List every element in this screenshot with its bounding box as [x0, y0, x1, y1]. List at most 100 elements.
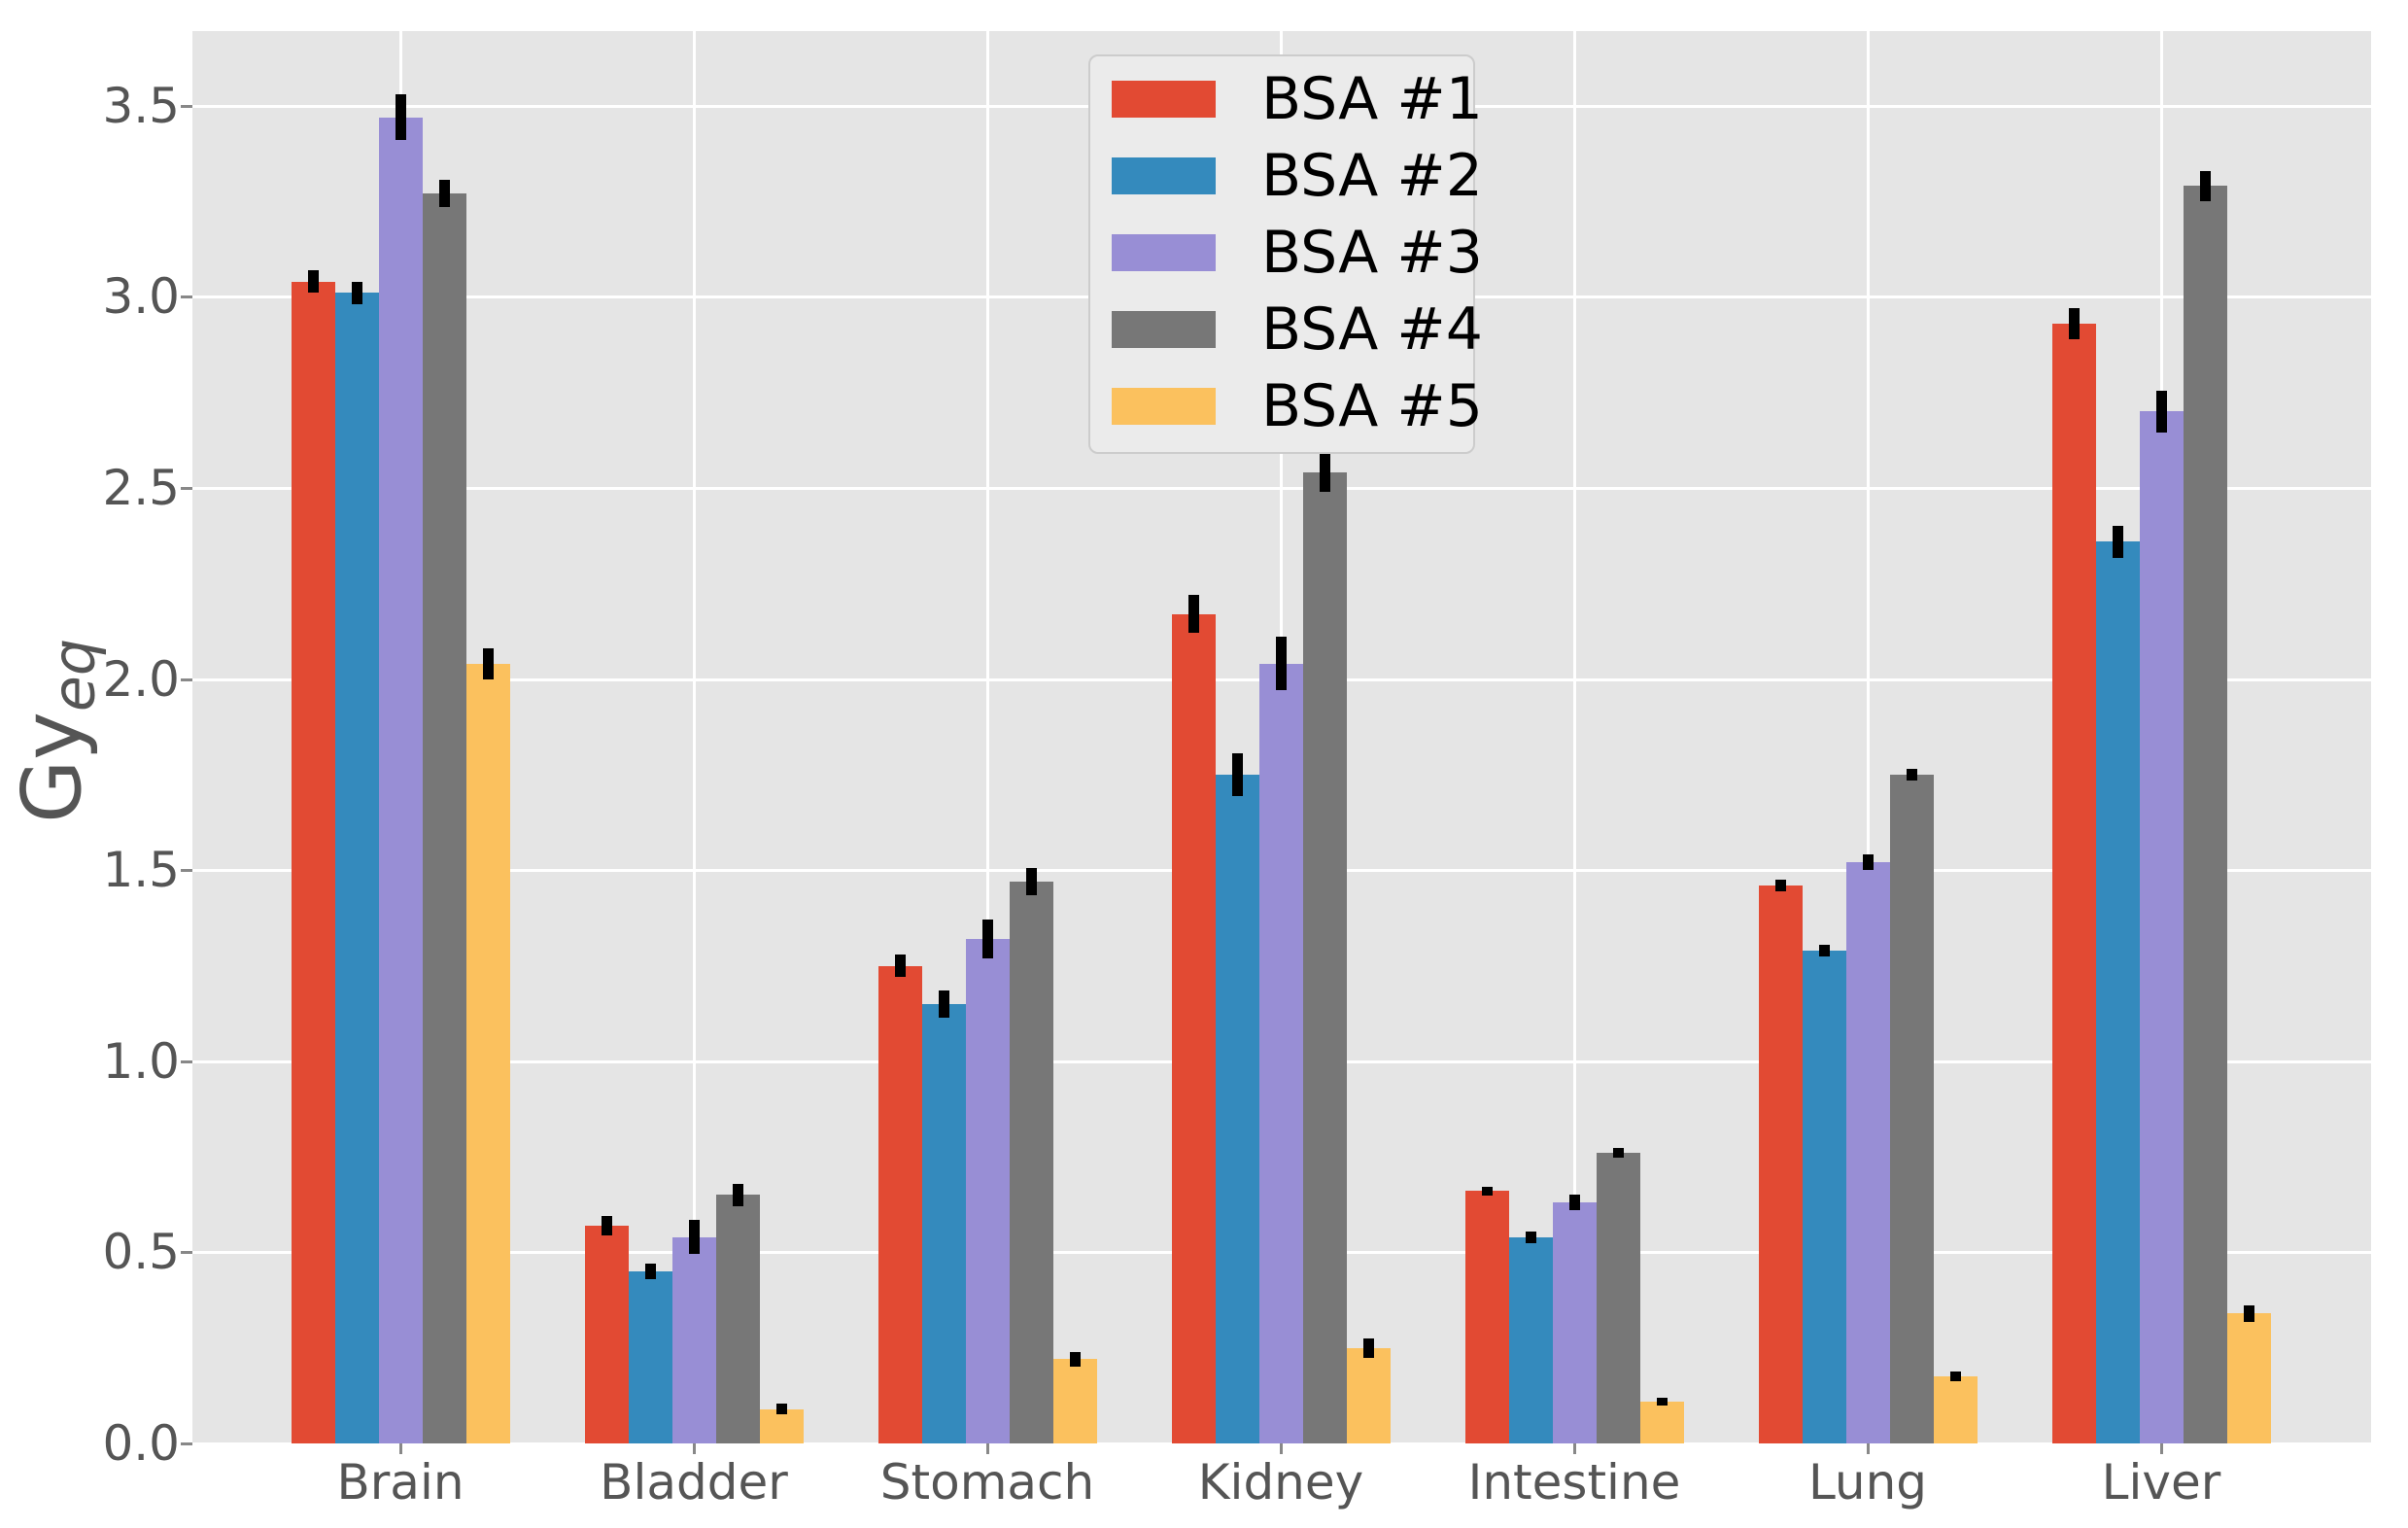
- y-tick-mark: [181, 677, 192, 681]
- bar-BSA4-lung: [1889, 774, 1934, 1443]
- x-tick-label-stomach: Stomach: [879, 1454, 1095, 1511]
- x-tick-label-brain: Brain: [336, 1454, 464, 1511]
- error-bar: [601, 1216, 612, 1235]
- bar-BSA3-stomach: [965, 938, 1010, 1443]
- bar-BSA3-lung: [1845, 862, 1890, 1443]
- y-tick-label: 0.5: [102, 1224, 180, 1281]
- error-bar: [1362, 1337, 1374, 1358]
- error-bar: [307, 269, 319, 294]
- bar-BSA5-stomach: [1052, 1359, 1097, 1443]
- y-tick-label: 1.5: [102, 842, 180, 899]
- error-bar: [1906, 769, 1917, 781]
- bar-BSA1-liver: [2051, 323, 2096, 1443]
- bar-BSA2-kidney: [1215, 774, 1259, 1443]
- x-gridline: [1573, 31, 1576, 1443]
- bar-BSA5-bladder: [759, 1408, 804, 1443]
- error-bar: [981, 920, 993, 958]
- x-gridline: [1867, 31, 1870, 1443]
- x-tick-mark: [986, 1443, 989, 1454]
- bar-BSA4-kidney: [1302, 472, 1347, 1443]
- bar-BSA2-bladder: [628, 1271, 672, 1443]
- bar-BSA4-bladder: [715, 1195, 760, 1443]
- x-gridline: [693, 31, 696, 1443]
- error-bar: [1069, 1351, 1081, 1368]
- bar-BSA4-liver: [2183, 186, 2227, 1443]
- error-bar: [1656, 1397, 1668, 1406]
- bar-BSA4-brain: [422, 193, 466, 1443]
- bar-BSA5-intestine: [1639, 1401, 1684, 1443]
- error-bar: [1481, 1186, 1493, 1197]
- legend-row-BSA1: BSA #1: [1112, 70, 1483, 128]
- error-bar: [351, 281, 362, 305]
- x-tick-mark: [2160, 1443, 2163, 1454]
- bar-BSA1-bladder: [584, 1225, 629, 1443]
- bar-BSA2-liver: [2095, 541, 2140, 1443]
- bar-BSA3-bladder: [671, 1236, 716, 1443]
- error-bar: [2155, 390, 2167, 433]
- bar-BSA3-intestine: [1552, 1202, 1597, 1443]
- legend-row-BSA4: BSA #4: [1112, 295, 1483, 364]
- error-bar: [1275, 637, 1287, 691]
- x-tick-label-bladder: Bladder: [600, 1454, 788, 1511]
- bar-BSA1-intestine: [1464, 1191, 1509, 1443]
- bar-BSA2-stomach: [921, 1003, 966, 1443]
- bar-BSA1-lung: [1758, 885, 1803, 1443]
- y-tick-mark: [181, 295, 192, 299]
- y-axis-label-main: Gy: [4, 712, 100, 823]
- y-tick-mark: [181, 869, 192, 873]
- legend-row-BSA3: BSA #3: [1112, 219, 1483, 287]
- legend-swatch-BSA3: [1112, 234, 1216, 271]
- legend-swatch-BSA1: [1112, 81, 1216, 118]
- x-tick-mark: [1867, 1443, 1870, 1454]
- error-bar: [1025, 868, 1037, 895]
- y-tick-mark: [181, 1442, 192, 1445]
- x-gridline: [986, 31, 989, 1443]
- x-tick-mark: [693, 1443, 696, 1454]
- legend-row-BSA2: BSA #2: [1112, 142, 1483, 210]
- bar-BSA1-brain: [291, 281, 335, 1443]
- y-tick-label: 2.5: [102, 460, 180, 516]
- bar-BSA3-kidney: [1258, 663, 1303, 1443]
- x-tick-label-intestine: Intestine: [1467, 1454, 1681, 1511]
- error-bar: [775, 1403, 787, 1415]
- error-bar: [1818, 944, 1830, 956]
- error-bar: [1231, 753, 1243, 796]
- legend-label: BSA #4: [1261, 295, 1483, 364]
- bar-BSA4-intestine: [1596, 1153, 1640, 1443]
- error-bar: [2243, 1304, 2254, 1322]
- x-tick-mark: [399, 1443, 402, 1454]
- legend-label: BSA #2: [1261, 142, 1483, 210]
- legend-swatch-BSA4: [1112, 311, 1216, 348]
- error-bar: [2199, 170, 2211, 202]
- x-tick-mark: [1573, 1443, 1576, 1454]
- error-bar: [438, 180, 450, 207]
- error-bar: [732, 1183, 743, 1207]
- legend-label: BSA #5: [1261, 372, 1483, 440]
- bar-BSA3-liver: [2139, 411, 2184, 1443]
- error-bar: [395, 94, 406, 141]
- legend-swatch-BSA5: [1112, 388, 1216, 425]
- y-tick-mark: [181, 1251, 192, 1255]
- bar-BSA5-brain: [465, 663, 510, 1443]
- bar-BSA5-liver: [2226, 1313, 2271, 1443]
- x-tick-label-liver: Liver: [2101, 1454, 2221, 1511]
- y-tick-mark: [181, 487, 192, 490]
- error-bar: [1612, 1148, 1624, 1158]
- y-axis-label: Gyeq: [5, 639, 109, 823]
- error-bar: [894, 954, 906, 978]
- y-tick-label: 3.5: [102, 77, 180, 134]
- legend-label: BSA #3: [1261, 219, 1483, 287]
- bar-BSA5-lung: [1933, 1376, 1978, 1443]
- x-tick-mark: [1280, 1443, 1283, 1454]
- y-tick-mark: [181, 104, 192, 108]
- bar-BSA4-stomach: [1009, 881, 1053, 1443]
- error-bar: [1862, 854, 1874, 871]
- error-bar: [1525, 1231, 1536, 1243]
- legend-row-BSA5: BSA #5: [1112, 372, 1483, 440]
- error-bar: [1319, 453, 1330, 492]
- y-axis-label-subscript: eq: [40, 639, 109, 712]
- x-tick-label-kidney: Kidney: [1197, 1454, 1364, 1511]
- error-bar: [2112, 525, 2123, 558]
- bar-BSA1-stomach: [877, 965, 922, 1443]
